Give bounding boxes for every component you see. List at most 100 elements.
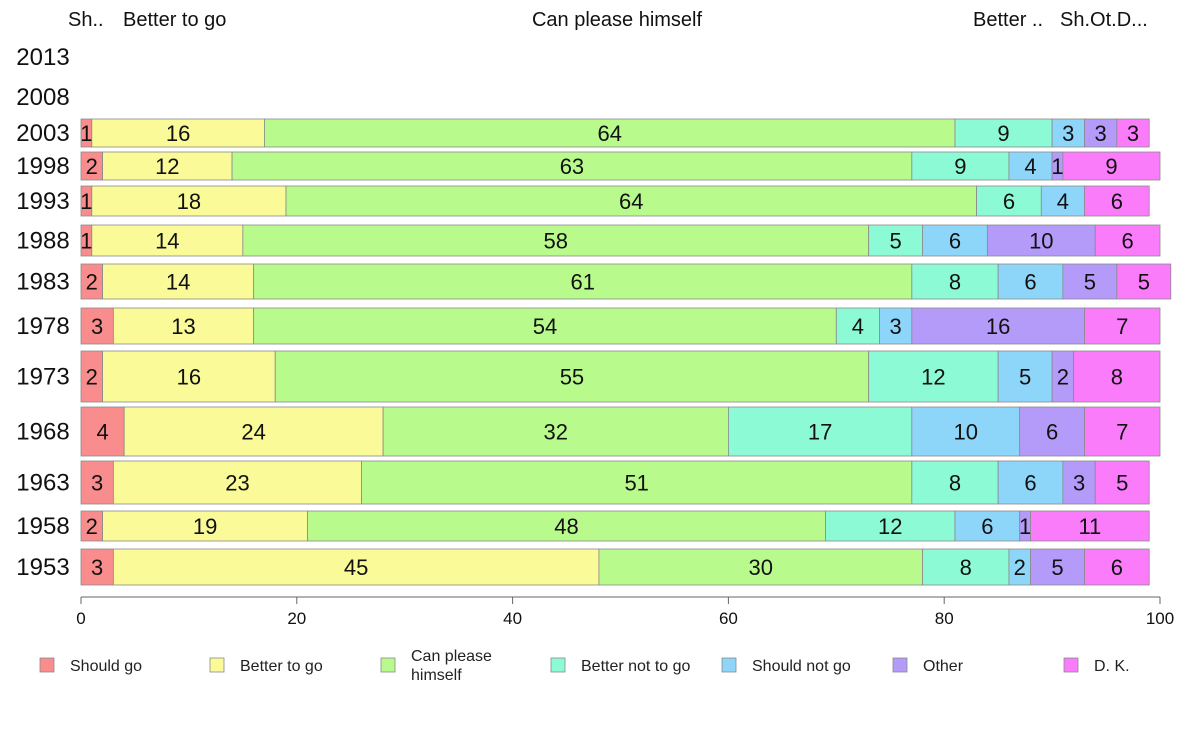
data-label-better-to-go-1993: 18 — [177, 189, 201, 214]
data-label-other-1978: 16 — [986, 314, 1010, 339]
row-label-1983: 1983 — [16, 269, 69, 296]
x-tick-label-40: 40 — [503, 609, 522, 628]
legend-item-other: Other — [892, 657, 964, 675]
data-label-should-go-1978: 3 — [91, 314, 103, 339]
row-label-1953: 1953 — [16, 554, 69, 581]
x-tick-label-60: 60 — [719, 609, 738, 628]
bar-other-1988 — [986, 224, 1096, 257]
bar-other-1963 — [1062, 460, 1096, 505]
data-label-d-k-2003: 3 — [1127, 121, 1139, 146]
data-label-d-k-1993: 6 — [1111, 189, 1123, 214]
legend-item-better-not-to-go: Better not to go — [550, 657, 691, 675]
bar-row-1968: 1968 4 24 32 17 10 6 7 — [16, 406, 1161, 457]
data-label-should-not-go-1958: 6 — [981, 514, 993, 539]
legend-swatch-should-not-go — [721, 657, 737, 673]
bar-can-please-himself-1983 — [253, 263, 913, 300]
row-label-1978: 1978 — [16, 313, 69, 340]
bar-other-1968 — [1019, 406, 1085, 457]
bar-d-k-1988 — [1094, 224, 1161, 257]
data-label-better-not-to-go-1968: 17 — [808, 420, 832, 445]
data-label-can-please-himself-1973: 55 — [560, 365, 584, 390]
header-label-should-go: Sh.. — [68, 9, 104, 31]
bar-can-please-himself-1958 — [307, 510, 826, 542]
bar-can-please-himself-1963 — [361, 460, 913, 505]
data-label-better-not-to-go-1973: 12 — [921, 365, 945, 390]
data-label-should-go-1963: 3 — [91, 471, 103, 496]
bar-should-not-go-1973 — [997, 350, 1053, 403]
legend: Should go Better to go Can please himself Be… — [39, 648, 1130, 684]
bar-row-2008: 2008 — [16, 84, 69, 111]
data-label-can-please-himself-1978: 54 — [533, 314, 557, 339]
data-label-better-to-go-1953: 45 — [344, 555, 368, 580]
bar-row-1988: 1988 1 14 58 5 6 10 6 — [16, 224, 1161, 257]
bar-d-k-1993 — [1084, 185, 1150, 217]
data-label-should-not-go-1953: 2 — [1014, 555, 1026, 580]
data-label-other-1998: 1 — [1051, 154, 1063, 179]
data-label-should-go-2003: 1 — [80, 121, 92, 146]
legend-item-should-go: Should go — [39, 657, 142, 675]
bar-should-not-go-1963 — [997, 460, 1064, 505]
data-label-better-not-to-go-1983: 8 — [949, 270, 961, 295]
data-label-should-not-go-1968: 10 — [954, 420, 978, 445]
data-label-can-please-himself-1988: 58 — [544, 229, 568, 254]
data-label-d-k-1958: 11 — [1078, 514, 1101, 539]
legend-label-other: Other — [923, 658, 964, 675]
data-label-better-not-to-go-1953: 8 — [960, 555, 972, 580]
legend-item-can-please-himself: Can please himself — [380, 648, 492, 684]
bar-better-not-to-go-1973 — [868, 350, 999, 403]
data-label-d-k-1978: 7 — [1116, 314, 1128, 339]
bar-row-1958: 1958 2 19 48 12 6 1 11 — [16, 510, 1150, 542]
legend-label-should-not-go: Should not go — [752, 658, 851, 675]
data-label-other-1953: 5 — [1051, 555, 1063, 580]
data-label-can-please-himself-1963: 51 — [624, 471, 648, 496]
data-label-should-not-go-1963: 6 — [1024, 471, 1036, 496]
column-header-labels: Sh.. Better to go Can please himself Bet… — [68, 9, 1148, 31]
data-label-can-please-himself-1993: 64 — [619, 189, 643, 214]
bar-should-not-go-1998 — [1008, 151, 1053, 181]
data-label-should-go-1958: 2 — [86, 514, 98, 539]
x-axis: 0 20 40 60 80 100 — [76, 596, 1174, 628]
bar-d-k-1963 — [1094, 460, 1150, 505]
data-label-should-go-1953: 3 — [91, 555, 103, 580]
bar-d-k-2003 — [1116, 118, 1150, 148]
data-label-better-to-go-1973: 16 — [177, 365, 201, 390]
bar-can-please-himself-1968 — [382, 406, 729, 457]
bar-better-not-to-go-1988 — [868, 224, 924, 257]
data-label-can-please-himself-2003: 64 — [597, 121, 621, 146]
bar-better-not-to-go-1998 — [911, 151, 1010, 181]
data-label-other-1988: 10 — [1029, 229, 1053, 254]
legend-item-better-to-go: Better to go — [209, 657, 323, 675]
data-label-should-not-go-1973: 5 — [1019, 365, 1031, 390]
row-label-1988: 1988 — [16, 228, 69, 255]
x-tick-label-80: 80 — [935, 609, 954, 628]
data-label-should-not-go-1978: 3 — [890, 314, 902, 339]
data-label-should-go-1998: 2 — [86, 154, 98, 179]
data-label-better-not-to-go-1963: 8 — [949, 471, 961, 496]
row-label-1998: 1998 — [16, 153, 69, 180]
row-label-2003: 2003 — [16, 120, 69, 147]
bar-d-k-1968 — [1084, 406, 1161, 457]
data-label-should-not-go-1983: 6 — [1024, 270, 1036, 295]
legend-swatch-other — [892, 657, 908, 673]
x-tick-label-0: 0 — [76, 609, 85, 628]
data-label-should-not-go-1988: 6 — [949, 229, 961, 254]
bar-should-not-go-1978 — [879, 307, 913, 345]
data-label-can-please-himself-1968: 32 — [544, 420, 568, 445]
bar-row-1983: 1983 2 14 61 8 6 5 5 — [16, 263, 1172, 300]
data-label-better-to-go-1978: 13 — [171, 314, 195, 339]
data-label-better-to-go-2003: 16 — [166, 121, 190, 146]
data-label-better-not-to-go-1988: 5 — [890, 229, 902, 254]
data-label-better-not-to-go-1978: 4 — [852, 314, 864, 339]
data-label-other-2003: 3 — [1095, 121, 1107, 146]
row-label-2013: 2013 — [16, 44, 69, 71]
bar-d-k-1998 — [1062, 151, 1161, 181]
legend-item-should-not-go: Should not go — [721, 657, 851, 675]
data-label-better-not-to-go-1958: 12 — [878, 514, 902, 539]
bar-better-to-go-1963 — [112, 460, 362, 505]
bar-better-not-to-go-1993 — [976, 185, 1042, 217]
data-label-d-k-1963: 5 — [1116, 471, 1128, 496]
bar-better-to-go-1993 — [91, 185, 287, 217]
row-label-1963: 1963 — [16, 470, 69, 497]
data-label-d-k-1983: 5 — [1138, 270, 1150, 295]
data-label-other-1958: 1 — [1019, 514, 1031, 539]
